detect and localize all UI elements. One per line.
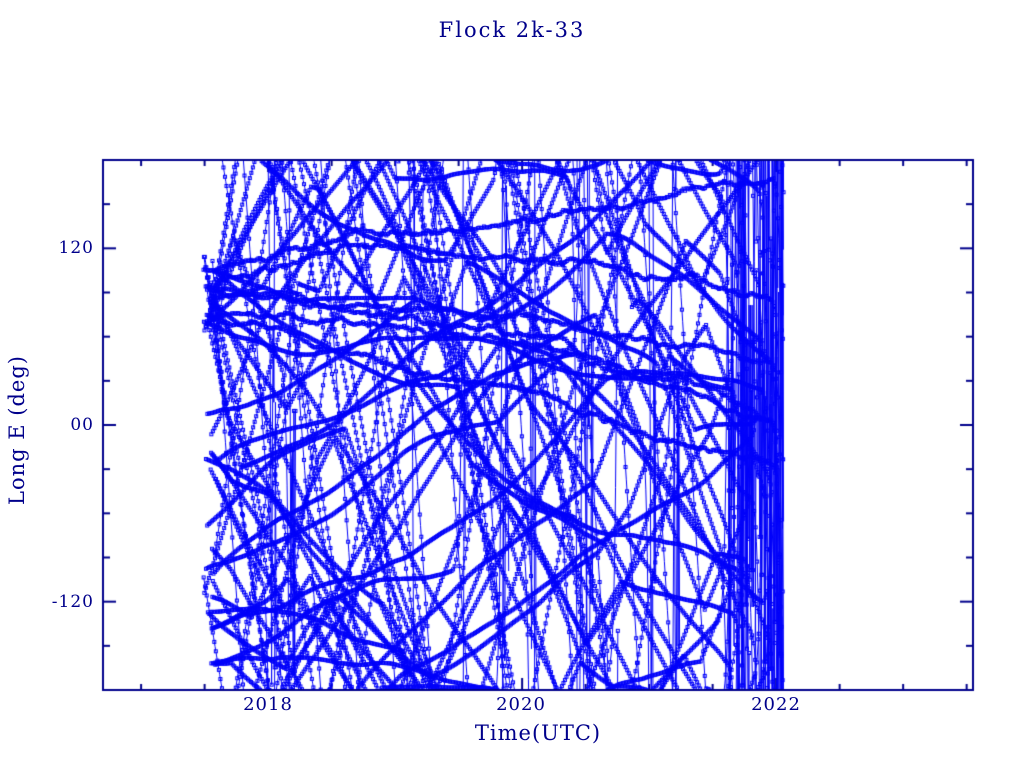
x-tick-label-2018: 2018 xyxy=(243,694,293,715)
x-tick-label-2020: 2020 xyxy=(496,694,546,715)
y-tick-label-120: 120 xyxy=(58,238,94,258)
y-tick-label-00: 00 xyxy=(70,415,94,435)
y-axis-label: Long E (deg) xyxy=(5,355,29,505)
x-axis-label: Time(UTC) xyxy=(474,721,602,745)
x-tick-label-2022: 2022 xyxy=(751,694,801,715)
y-tick-label-neg120: -120 xyxy=(51,592,94,612)
chart-title: Flock 2k-33 xyxy=(438,18,586,42)
